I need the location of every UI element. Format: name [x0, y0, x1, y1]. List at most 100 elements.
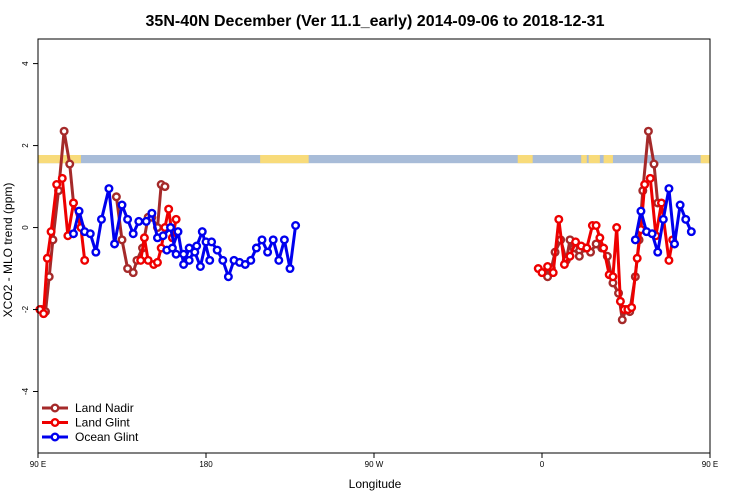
- data-point: [274, 255, 284, 265]
- data-point: [65, 159, 75, 169]
- data-point: [664, 184, 674, 194]
- data-point: [647, 229, 657, 239]
- data-point: [571, 237, 581, 247]
- data-point: [591, 239, 601, 249]
- data-point: [74, 206, 84, 216]
- data-point: [645, 173, 655, 183]
- data-point: [559, 259, 569, 269]
- data-point: [205, 255, 215, 265]
- data-point: [658, 214, 668, 224]
- y-tick-label: 0: [21, 225, 30, 230]
- data-point: [173, 227, 183, 237]
- y-axis: -4 -2 0 2 4: [21, 61, 38, 395]
- data-point: [632, 253, 642, 263]
- data-point: [117, 200, 127, 210]
- data-point: [190, 247, 200, 257]
- data-point: [279, 235, 289, 245]
- data-point: [285, 264, 295, 274]
- land-segment: [38, 155, 81, 164]
- data-point: [195, 261, 205, 271]
- y-tick-label: -4: [21, 387, 30, 395]
- data-point: [166, 223, 176, 233]
- x-axis-label: Longitude: [349, 477, 402, 491]
- data-point: [640, 180, 650, 190]
- data-point: [207, 237, 217, 247]
- data-point: [246, 255, 256, 265]
- data-point: [128, 268, 138, 278]
- legend-entry: Land Glint: [42, 416, 130, 430]
- data-point: [134, 216, 144, 226]
- data-point: [59, 126, 69, 136]
- data-point: [574, 251, 584, 261]
- data-point: [123, 264, 133, 274]
- x-tick-label: 90 E: [30, 460, 46, 469]
- series-layer: [35, 126, 696, 325]
- data-point: [46, 227, 56, 237]
- data-point: [164, 204, 174, 214]
- chart-title: 35N-40N December (Ver 11.1_early) 2014-0…: [146, 13, 605, 30]
- data-point: [218, 255, 228, 265]
- data-point: [251, 243, 261, 253]
- data-point: [160, 182, 170, 192]
- data-point: [128, 229, 138, 239]
- data-point: [664, 255, 674, 265]
- data-point: [80, 255, 90, 265]
- data-point: [147, 208, 157, 218]
- data-point: [171, 214, 181, 224]
- data-point: [599, 243, 609, 253]
- land-mask-band: [38, 155, 710, 164]
- data-point: [143, 255, 153, 265]
- land-segment: [700, 155, 710, 164]
- data-point: [627, 302, 637, 312]
- data-point: [141, 216, 151, 226]
- data-point: [643, 126, 653, 136]
- x-axis: 90 E 180 90 W 0 90 E: [30, 453, 718, 469]
- x-tick-label: 90 W: [365, 460, 384, 469]
- data-point: [608, 272, 618, 282]
- data-point: [681, 214, 691, 224]
- data-point: [649, 159, 659, 169]
- data-point: [212, 245, 222, 255]
- data-point: [111, 192, 121, 202]
- x-tick-label: 0: [540, 460, 545, 469]
- legend-label: Ocean Glint: [75, 430, 139, 444]
- land-segment: [588, 155, 600, 164]
- data-point: [152, 257, 162, 267]
- data-point: [670, 239, 680, 249]
- data-point: [257, 235, 267, 245]
- data-point: [268, 235, 278, 245]
- data-point: [123, 214, 133, 224]
- data-point: [565, 251, 575, 261]
- data-point: [582, 243, 592, 253]
- data-point: [104, 184, 114, 194]
- data-point: [653, 247, 663, 257]
- legend-entry: Land Nadir: [42, 401, 134, 415]
- land-segment: [581, 155, 587, 164]
- legend-label: Land Glint: [75, 416, 130, 430]
- data-point: [42, 253, 52, 263]
- data-point: [52, 180, 62, 190]
- data-point: [158, 231, 168, 241]
- data-point: [110, 239, 120, 249]
- land-segment: [517, 155, 533, 164]
- data-point: [136, 255, 146, 265]
- y-tick-label: -2: [21, 305, 30, 313]
- data-point: [179, 259, 189, 269]
- data-point: [612, 223, 622, 233]
- data-point: [537, 268, 547, 278]
- legend-marker: [50, 418, 60, 428]
- data-point: [263, 247, 273, 257]
- data-point: [68, 229, 78, 239]
- data-point: [139, 233, 149, 243]
- data-point: [291, 221, 301, 231]
- data-point: [675, 200, 685, 210]
- series-line: [40, 129, 75, 314]
- data-point: [636, 206, 646, 216]
- data-point: [223, 272, 233, 282]
- x-tick-label: 90 E: [702, 460, 718, 469]
- data-point: [615, 296, 625, 306]
- data-point: [595, 233, 605, 243]
- data-point: [543, 272, 553, 282]
